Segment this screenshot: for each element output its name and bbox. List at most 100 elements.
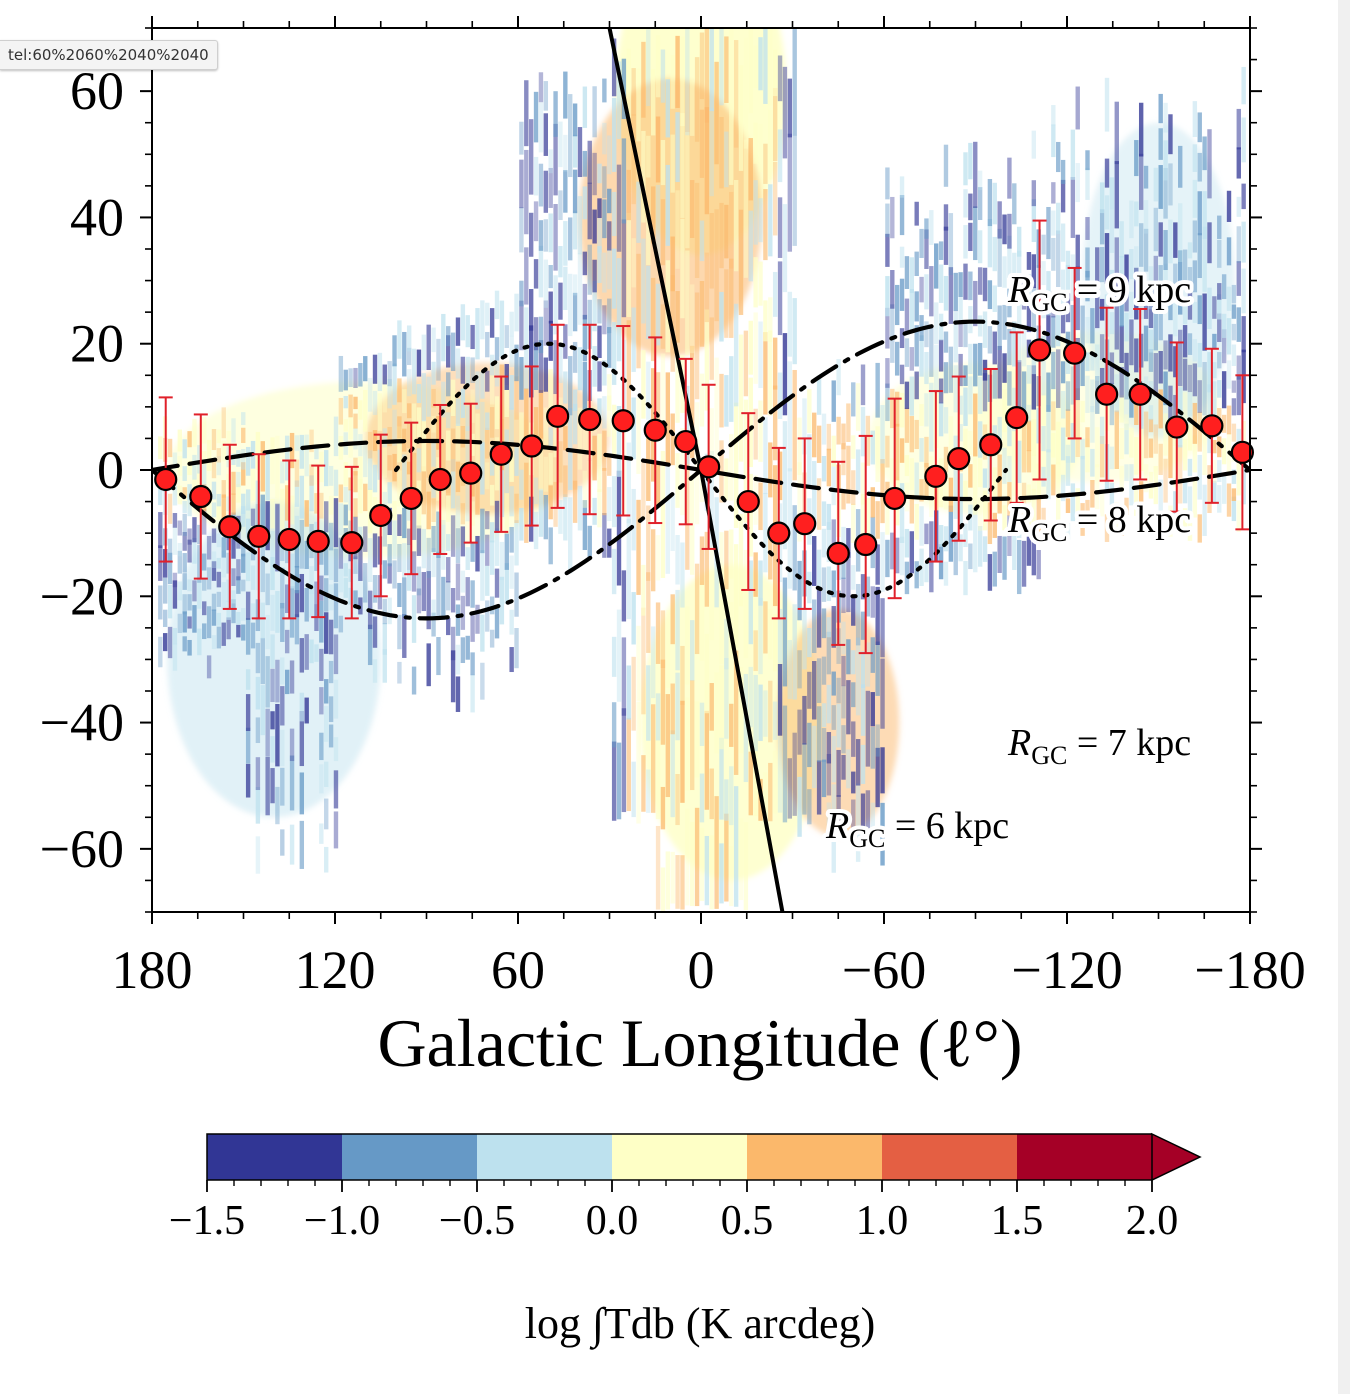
- map-cell: [1007, 235, 1012, 278]
- map-cell: [704, 835, 710, 906]
- map-cell: [724, 131, 729, 188]
- map-cell: [1016, 539, 1022, 595]
- map-cell: [826, 631, 832, 675]
- map-cell: [694, 182, 700, 278]
- map-cell: [1192, 144, 1198, 172]
- map-cell: [1134, 338, 1139, 373]
- map-cell: [333, 498, 339, 548]
- map-cell: [548, 167, 553, 208]
- y-tick-label: −60: [40, 819, 124, 879]
- map-cell: [914, 561, 919, 589]
- map-cell: [846, 680, 851, 735]
- map-cell: [480, 550, 485, 601]
- map-cell: [836, 416, 841, 445]
- map-cell: [558, 121, 563, 168]
- map-cell: [831, 671, 836, 696]
- map-cell: [172, 572, 178, 588]
- map-cell: [816, 375, 822, 415]
- map-cell: [255, 642, 261, 674]
- map-cell: [436, 551, 441, 617]
- map-cell: [353, 471, 358, 493]
- map-cell: [890, 196, 895, 239]
- map-cell: [538, 488, 544, 537]
- map-cell: [919, 404, 924, 426]
- map-cell: [455, 495, 461, 528]
- map-cell: [270, 557, 275, 591]
- map-cell: [782, 66, 788, 159]
- map-cell: [572, 134, 578, 168]
- map-cell: [636, 181, 641, 243]
- map-cell: [1163, 263, 1168, 312]
- map-cell: [733, 40, 739, 148]
- map-cell: [987, 219, 993, 268]
- map-cell: [738, 65, 744, 171]
- data-point: [578, 407, 602, 432]
- map-cell: [177, 429, 183, 452]
- map-cell: [1241, 461, 1246, 505]
- map-cell: [367, 624, 373, 666]
- map-cell: [450, 379, 456, 417]
- map-cell: [855, 637, 861, 716]
- map-cell: [641, 460, 646, 520]
- map-cell: [792, 505, 797, 591]
- map-cell: [470, 652, 475, 676]
- map-cell: [1026, 404, 1032, 422]
- map-cell: [353, 413, 358, 429]
- map-cell: [865, 790, 871, 835]
- map-cell: [324, 798, 329, 830]
- map-cell: [489, 375, 495, 408]
- map-cell: [299, 638, 305, 673]
- map-cell: [324, 706, 329, 742]
- x-tick-label: −60: [842, 940, 926, 1000]
- page-scrollbar[interactable]: [1338, 0, 1350, 1394]
- map-cell: [719, 665, 724, 750]
- map-cell: [631, 488, 636, 551]
- map-cell: [1124, 497, 1129, 516]
- map-cell: [319, 732, 324, 761]
- map-cell: [1143, 295, 1149, 319]
- map-cell: [514, 572, 519, 617]
- map-cell: [1163, 413, 1168, 456]
- map-cell: [406, 544, 412, 570]
- map-cell: [992, 467, 997, 497]
- map-cell: [450, 626, 456, 661]
- map-cell: [743, 37, 749, 149]
- map-cell: [1051, 351, 1056, 390]
- map-cell: [489, 629, 495, 648]
- map-cell: [353, 428, 358, 450]
- map-cell: [938, 525, 944, 547]
- map-cell: [455, 317, 461, 346]
- map-cell: [641, 130, 646, 223]
- map-cell: [1226, 483, 1232, 517]
- map-cell: [172, 627, 178, 645]
- map-cell: [265, 573, 270, 606]
- map-cell: [411, 501, 417, 540]
- map-cell: [1119, 289, 1124, 327]
- map-cell: [607, 455, 612, 476]
- annotation-var: R: [1007, 499, 1031, 541]
- map-cell: [1221, 475, 1227, 504]
- map-cell: [690, 680, 695, 791]
- map-cell: [826, 802, 832, 837]
- map-cell: [1212, 399, 1217, 426]
- map-cell: [548, 149, 553, 174]
- map-cell: [1158, 389, 1163, 429]
- map-cell: [748, 28, 753, 114]
- colorbar-tick-label: 1.5: [991, 1198, 1044, 1244]
- map-cell: [358, 363, 363, 387]
- map-cell: [777, 736, 783, 813]
- map-cell: [875, 724, 880, 757]
- map-cell: [611, 702, 617, 748]
- map-cell: [460, 425, 466, 448]
- map-cell: [802, 607, 807, 670]
- map-cell: [836, 677, 841, 704]
- map-cell: [528, 212, 534, 257]
- map-cell: [968, 430, 973, 456]
- map-cell: [733, 650, 739, 775]
- map-cell: [231, 538, 236, 559]
- map-cell: [1104, 195, 1110, 230]
- map-cell: [1056, 462, 1061, 524]
- map-cell: [738, 334, 744, 462]
- map-cell: [167, 438, 173, 458]
- map-cell: [1021, 482, 1027, 532]
